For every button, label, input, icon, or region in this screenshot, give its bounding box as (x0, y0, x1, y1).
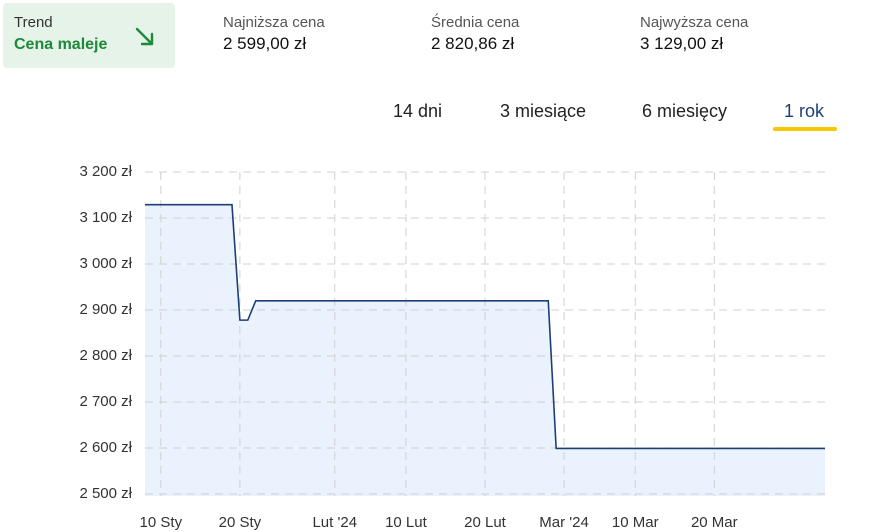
y-tick-label: 2 500 zł (79, 485, 132, 502)
trend-label: Trend (14, 14, 53, 31)
stat-value: 2 599,00 zł (223, 34, 307, 53)
x-tick-label: 20 Sty (219, 514, 262, 531)
area (145, 204, 825, 496)
tab[interactable]: 6 miesięcy (642, 101, 728, 121)
stat: Średnia cena 2 820,86 zł (431, 14, 519, 54)
line (145, 203, 825, 450)
y-tick-label: 3 100 zł (79, 209, 132, 226)
trend-arrow (135, 27, 154, 46)
y-tick-label: 3 200 zł (79, 163, 132, 180)
stat-value: 3 129,00 zł (640, 34, 724, 53)
x-tick-label: Mar '24 (539, 514, 589, 531)
stat-label: Najniższa cena (223, 14, 325, 31)
y-tick-label: 2 800 zł (79, 347, 132, 364)
x-tick-label: 20 Mar (691, 514, 738, 531)
y-tick-label: 3 000 zł (79, 255, 132, 272)
tab[interactable]: 14 dni (393, 101, 443, 121)
stat-label: Najwyższa cena (640, 14, 749, 31)
tab[interactable]: 3 miesiące (500, 101, 587, 121)
tab-underline (773, 127, 837, 131)
stat-value: 2 820,86 zł (431, 34, 515, 53)
stat-label: Średnia cena (431, 14, 520, 31)
x-tick-label: 10 Mar (612, 514, 659, 531)
x-tick-label: Lut '24 (312, 514, 357, 531)
x-tick-label: 10 Sty (140, 514, 183, 531)
x-tick-label: 10 Lut (385, 514, 428, 531)
x-tick-label: 20 Lut (464, 514, 507, 531)
y-tick-label: 2 600 zł (79, 439, 132, 456)
y-tick-label: 2 700 zł (79, 393, 132, 410)
trend-value: Cena maleje (14, 36, 108, 53)
tab-active[interactable]: 1 rok (784, 101, 825, 121)
stat: Najniższa cena 2 599,00 zł (223, 14, 325, 54)
y-tick-label: 2 900 zł (79, 301, 132, 318)
stat: Najwyższa cena 3 129,00 zł (640, 14, 748, 54)
trend-box: Trend Cena maleje (3, 3, 175, 68)
